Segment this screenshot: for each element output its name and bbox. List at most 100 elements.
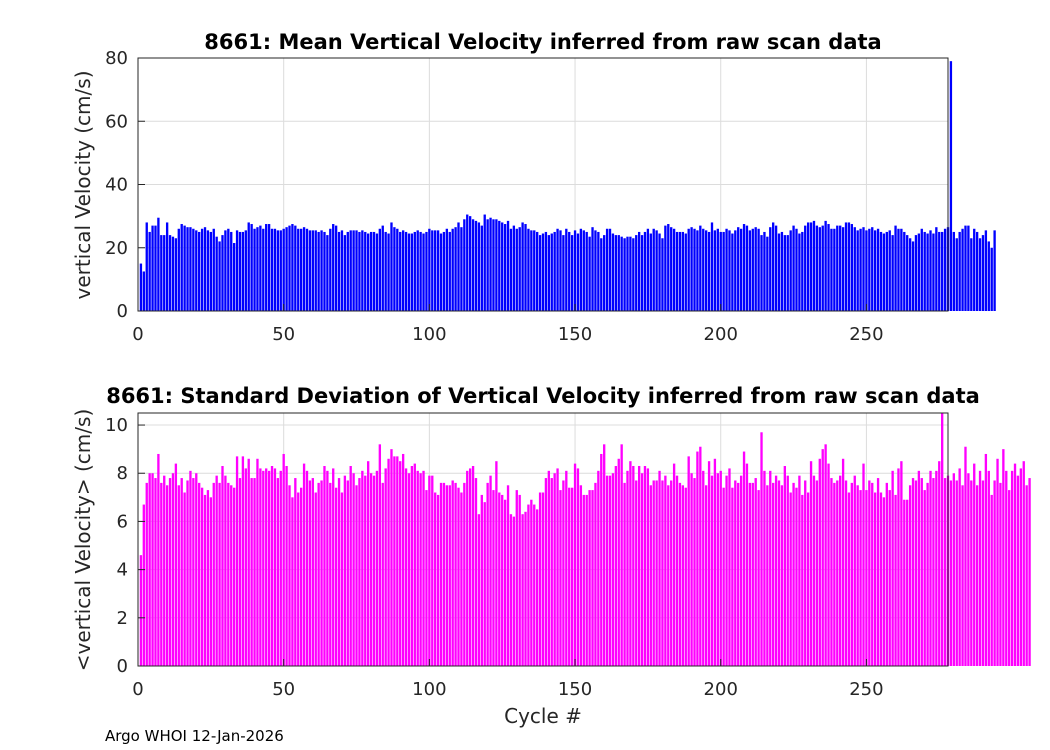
bar: [804, 225, 807, 311]
bar: [856, 485, 859, 666]
bar: [664, 475, 667, 666]
bar: [308, 480, 312, 666]
bar: [533, 504, 536, 666]
bar: [978, 238, 982, 311]
bar: [1010, 470, 1014, 666]
bar: [757, 490, 760, 666]
bar: [253, 478, 256, 666]
bar: [696, 230, 699, 311]
bar: [393, 227, 396, 311]
bar: [678, 482, 682, 666]
bar: [329, 228, 332, 311]
bar: [291, 497, 294, 666]
bar: [212, 228, 215, 311]
bar: [751, 228, 754, 311]
bar: [454, 482, 457, 666]
bar: [544, 231, 548, 311]
bar: [894, 225, 897, 311]
bar: [576, 468, 580, 666]
bar: [984, 453, 988, 666]
bar: [620, 236, 623, 311]
bar: [973, 228, 976, 311]
bar: [897, 468, 900, 666]
bar: [148, 231, 151, 311]
bar: [550, 478, 553, 666]
bar: [975, 231, 979, 311]
bar: [670, 227, 673, 311]
bar: [573, 230, 577, 311]
bar: [468, 216, 472, 312]
bar: [506, 220, 510, 311]
bar-series: [139, 61, 996, 312]
bar: [632, 238, 635, 311]
bar: [536, 231, 539, 311]
bar: [466, 214, 469, 311]
bar: [801, 231, 804, 311]
bar: [521, 222, 524, 311]
bar: [672, 463, 676, 666]
bar: [285, 227, 288, 311]
bar: [160, 482, 163, 666]
bar: [900, 461, 903, 666]
footer-credit: Argo WHOI 12-Jan-2026: [105, 727, 284, 745]
bar: [707, 461, 711, 666]
bar: [238, 231, 242, 311]
bar: [786, 475, 789, 666]
bar: [224, 475, 227, 666]
bar: [518, 227, 521, 311]
bar: [938, 461, 941, 666]
bar: [512, 516, 516, 666]
bar: [876, 228, 880, 311]
bar: [384, 231, 387, 311]
bar: [739, 228, 743, 311]
bar: [993, 480, 996, 666]
bar: [168, 235, 172, 311]
bar: [343, 475, 347, 666]
bar: [949, 480, 953, 666]
bar: [358, 231, 361, 311]
bar: [300, 487, 303, 666]
bar: [235, 456, 239, 666]
bar: [364, 231, 367, 311]
bar: [1005, 470, 1008, 666]
bar: [375, 233, 379, 311]
bar: [361, 470, 364, 666]
bar: [317, 482, 320, 666]
bar: [588, 236, 591, 311]
bar: [270, 228, 274, 311]
bar: [536, 509, 539, 666]
bar: [355, 230, 358, 311]
bar: [209, 497, 213, 666]
bar: [498, 220, 501, 311]
bar: [911, 241, 915, 311]
bar: [734, 480, 737, 666]
bar: [961, 228, 964, 311]
bar: [640, 473, 644, 666]
bar: [734, 230, 737, 311]
bar: [745, 225, 749, 311]
bar: [678, 231, 682, 311]
bar: [157, 217, 160, 311]
bar: [180, 224, 183, 311]
x-axis-label: Cycle #: [504, 704, 582, 728]
bar: [993, 230, 996, 311]
bar: [935, 227, 938, 311]
bar: [410, 466, 414, 666]
bar: [1016, 475, 1020, 666]
bar: [404, 468, 408, 666]
bar: [949, 61, 953, 311]
bar: [777, 233, 781, 311]
bar: [434, 230, 437, 311]
bar: [873, 492, 877, 666]
bar: [591, 490, 594, 666]
bar: [518, 494, 521, 666]
bar: [139, 555, 143, 666]
bar: [235, 230, 239, 311]
bar: [882, 233, 886, 311]
bar: [206, 230, 210, 311]
bar: [509, 228, 513, 311]
bar: [780, 231, 784, 311]
bar: [655, 230, 658, 311]
bar: [393, 456, 396, 666]
bar: [859, 228, 862, 311]
